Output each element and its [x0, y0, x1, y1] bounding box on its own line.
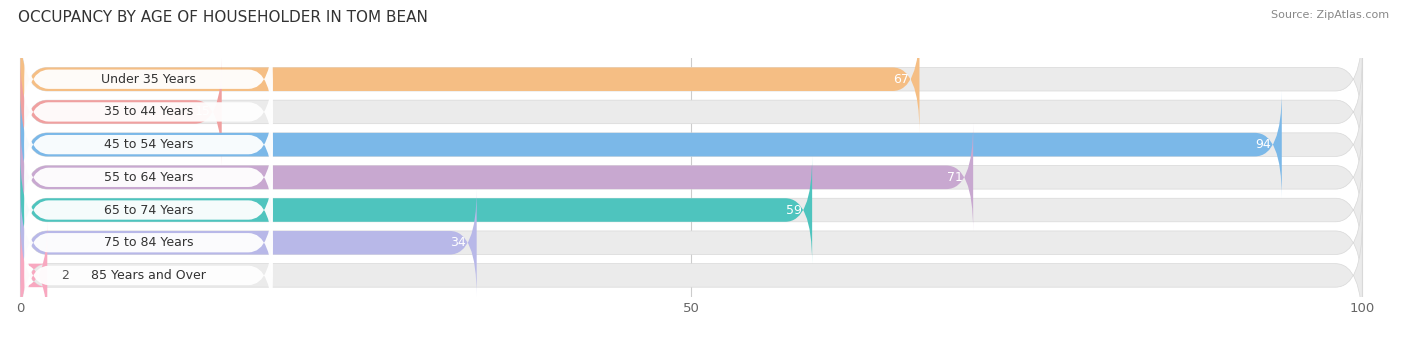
Text: 85 Years and Over: 85 Years and Over: [91, 269, 207, 282]
Text: 34: 34: [450, 236, 465, 249]
Text: 45 to 54 Years: 45 to 54 Years: [104, 138, 193, 151]
Text: 67: 67: [893, 73, 908, 86]
Text: Source: ZipAtlas.com: Source: ZipAtlas.com: [1271, 10, 1389, 20]
FancyBboxPatch shape: [21, 124, 1362, 231]
FancyBboxPatch shape: [24, 193, 273, 292]
FancyBboxPatch shape: [21, 222, 1362, 329]
FancyBboxPatch shape: [21, 26, 1362, 133]
Text: 55 to 64 Years: 55 to 64 Years: [104, 171, 193, 184]
FancyBboxPatch shape: [24, 128, 273, 226]
Text: 94: 94: [1256, 138, 1271, 151]
Text: 65 to 74 Years: 65 to 74 Years: [104, 204, 193, 217]
Text: OCCUPANCY BY AGE OF HOUSEHOLDER IN TOM BEAN: OCCUPANCY BY AGE OF HOUSEHOLDER IN TOM B…: [18, 10, 429, 25]
FancyBboxPatch shape: [24, 63, 273, 161]
FancyBboxPatch shape: [21, 189, 1362, 296]
FancyBboxPatch shape: [21, 58, 222, 165]
Text: 71: 71: [946, 171, 963, 184]
FancyBboxPatch shape: [21, 91, 1362, 198]
FancyBboxPatch shape: [24, 226, 273, 325]
FancyBboxPatch shape: [24, 95, 273, 194]
Text: 15: 15: [195, 105, 211, 118]
Text: 75 to 84 Years: 75 to 84 Years: [104, 236, 194, 249]
Text: 35 to 44 Years: 35 to 44 Years: [104, 105, 193, 118]
FancyBboxPatch shape: [21, 157, 813, 264]
FancyBboxPatch shape: [21, 157, 1362, 264]
FancyBboxPatch shape: [21, 189, 477, 296]
FancyBboxPatch shape: [24, 30, 273, 129]
Text: 2: 2: [60, 269, 69, 282]
FancyBboxPatch shape: [21, 222, 48, 329]
FancyBboxPatch shape: [21, 26, 920, 133]
FancyBboxPatch shape: [21, 124, 973, 231]
Text: Under 35 Years: Under 35 Years: [101, 73, 195, 86]
FancyBboxPatch shape: [21, 91, 1282, 198]
FancyBboxPatch shape: [24, 161, 273, 259]
FancyBboxPatch shape: [21, 58, 1362, 165]
Text: 59: 59: [786, 204, 801, 217]
